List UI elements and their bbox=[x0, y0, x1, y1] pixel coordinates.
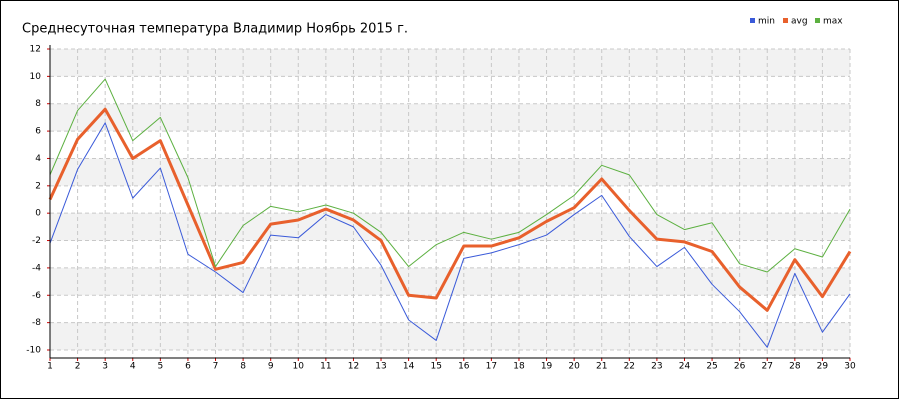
x-tick-label: 8 bbox=[240, 362, 246, 372]
grid-band bbox=[50, 158, 850, 186]
x-tick-label: 5 bbox=[157, 362, 163, 372]
x-tick-label: 23 bbox=[651, 362, 662, 372]
grid-band bbox=[50, 103, 850, 132]
x-tick-label: 14 bbox=[403, 362, 415, 372]
x-tick-label: 1 bbox=[47, 362, 53, 372]
x-tick-label: 22 bbox=[624, 362, 635, 372]
y-tick-label: 8 bbox=[35, 99, 41, 109]
x-tick-label: 26 bbox=[734, 362, 746, 372]
y-tick-label: 2 bbox=[35, 181, 41, 191]
y-tick-label: -4 bbox=[32, 263, 41, 273]
y-tick-label: 0 bbox=[35, 209, 41, 219]
grid-band bbox=[50, 49, 850, 77]
x-tick-label: 9 bbox=[268, 362, 274, 372]
x-tick-label: 25 bbox=[706, 362, 717, 372]
y-tick-label: -10 bbox=[26, 346, 41, 356]
series-line bbox=[49, 78, 851, 273]
x-tick-label: 18 bbox=[513, 362, 525, 372]
x-tick-label: 29 bbox=[817, 362, 829, 372]
legend-label: avg bbox=[791, 17, 808, 27]
x-tick-label: 6 bbox=[185, 362, 191, 372]
x-tick-label: 10 bbox=[293, 362, 305, 372]
y-tick-label: 10 bbox=[30, 72, 42, 82]
grid-band bbox=[50, 213, 850, 241]
x-tick-label: 17 bbox=[486, 362, 497, 372]
x-tick-label: 15 bbox=[430, 362, 441, 372]
legend-label: min bbox=[758, 17, 775, 27]
x-tick-label: 7 bbox=[213, 362, 219, 372]
legend-swatch bbox=[815, 18, 820, 23]
x-tick-label: 16 bbox=[458, 362, 470, 372]
y-tick-label: 6 bbox=[35, 127, 41, 137]
x-tick-label: 13 bbox=[375, 362, 386, 372]
legend-swatch bbox=[750, 18, 755, 23]
series-line bbox=[49, 122, 851, 348]
x-tick-label: 3 bbox=[102, 362, 108, 372]
grid-band bbox=[50, 322, 850, 350]
x-tick-label: 27 bbox=[762, 362, 773, 372]
y-tick-label: -2 bbox=[32, 236, 41, 246]
chart-title: Среднесуточная температура Владимир Нояб… bbox=[22, 22, 408, 37]
y-tick-label: 4 bbox=[35, 154, 41, 164]
x-tick-label: 21 bbox=[596, 362, 607, 372]
x-tick-label: 11 bbox=[320, 362, 331, 372]
x-tick-label: 20 bbox=[568, 362, 580, 372]
x-tick-label: 28 bbox=[789, 362, 801, 372]
x-tick-label: 2 bbox=[75, 362, 81, 372]
x-tick-label: 24 bbox=[679, 362, 691, 372]
series-line bbox=[48, 107, 852, 312]
x-tick-label: 19 bbox=[541, 362, 553, 372]
y-tick-label: -6 bbox=[32, 291, 41, 301]
x-tick-label: 30 bbox=[844, 362, 856, 372]
y-tick-label: 12 bbox=[30, 45, 41, 55]
y-tick-label: -8 bbox=[32, 318, 41, 328]
x-tick-label: 12 bbox=[348, 362, 359, 372]
legend-label: max bbox=[823, 17, 843, 27]
legend-swatch bbox=[783, 18, 788, 23]
x-tick-label: 4 bbox=[130, 362, 136, 372]
